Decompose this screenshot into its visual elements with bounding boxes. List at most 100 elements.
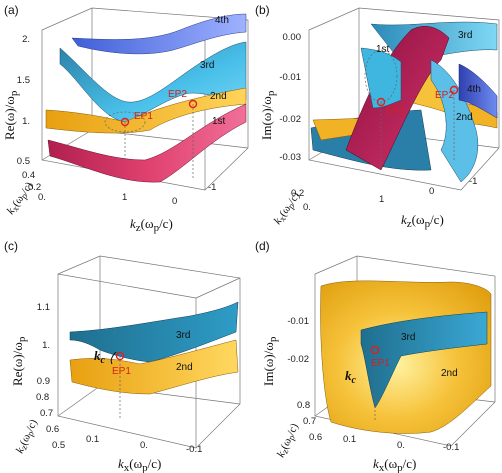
ep1-marker — [120, 117, 130, 127]
ep1-marker — [370, 345, 380, 355]
kz-axis-label-sub2: p — [286, 433, 297, 442]
kx-axis-label: kx(ωp/c) — [5, 180, 37, 218]
xtick: 1 — [122, 192, 127, 203]
ytick: 0.00 — [283, 32, 302, 43]
ep1-marker — [376, 97, 386, 107]
band-3rd-surface — [59, 41, 247, 123]
x-axis-label-tail2: /c) — [159, 216, 173, 231]
band-1st-surface — [47, 103, 247, 183]
y-axis-label: Re(ω)/ωp — [2, 90, 20, 140]
band-label-2nd: 2nd — [441, 368, 458, 379]
panel-b-imaginary-part: EP1 EP2 1st 3rd 4th 2nd (b) 0.00 -0.01 -… — [251, 0, 502, 236]
ytick: 1.5 — [17, 75, 30, 86]
ep1-label: EP1 — [371, 358, 390, 369]
xtick: 1 — [379, 194, 384, 205]
kx-axis-label-sub: x — [10, 203, 21, 213]
panel-label: (c) — [4, 239, 18, 253]
x-axis-label-tail: (ω — [412, 212, 425, 227]
y-axis-label-main: Re(ω)/ω — [10, 342, 25, 386]
band-3rd-surface — [69, 301, 239, 363]
band-label-4th: 4th — [215, 15, 229, 26]
band-label-1st: 1st — [212, 116, 226, 127]
band-3rd-surface-right — [430, 59, 479, 183]
ep1-marker — [115, 351, 125, 361]
panel-d-imaginary-part-zoom: EP1 kc 3rd 2nd (d) -0.01 -0.02 Im(ω)/ωp … — [251, 236, 502, 473]
ytick: 0.9 — [37, 376, 50, 387]
panel-label: (b) — [255, 3, 270, 17]
y-axis-label-main: Re(ω)/ω — [2, 96, 17, 140]
x-axis-label: kz(ωp/c) — [401, 212, 444, 230]
kx-axis-label-sub2: p — [397, 462, 403, 473]
band-label-1st: 1st — [376, 44, 390, 55]
kc-bracket — [110, 351, 117, 365]
kx-tick: -0.1 — [186, 444, 202, 455]
ytick: 2. — [22, 34, 30, 45]
x-axis-label-tail: (ω — [141, 216, 154, 231]
kx-tick: 0.2 — [28, 182, 41, 193]
kx-axis-label-tail: (ω — [129, 456, 142, 471]
band-label-3rd: 3rd — [401, 332, 415, 343]
kx-axis-label-tail2: /c) — [403, 456, 417, 471]
box-edge — [57, 385, 101, 417]
ytick: 1. — [22, 116, 30, 127]
ep2-label: EP2 — [168, 89, 187, 100]
x-axis-label-sub: z — [136, 222, 141, 234]
kx-axis-label-sub: x — [379, 462, 385, 473]
kx-axis-label: kx(ωp/c) — [272, 190, 304, 228]
ytick: 1.1 — [37, 302, 50, 313]
band-label-2nd: 2nd — [456, 112, 473, 123]
kz-tick: 0.5 — [52, 440, 65, 451]
kx-axis-label: kx(ωp/c) — [373, 456, 416, 473]
ep2-marker — [188, 99, 198, 109]
y-axis-label-sub: p — [16, 336, 28, 342]
panel-b-figure: EP1 EP2 1st 3rd 4th 2nd (b) 0.00 -0.01 -… — [255, 3, 500, 230]
x-axis-label-tail2: /c) — [430, 212, 444, 227]
kx-tick: 0.1 — [86, 434, 99, 445]
kx-axis-label-main: k — [118, 456, 124, 471]
x-axis-label-sub: z — [407, 218, 412, 230]
kz-axis-label-main: k — [275, 449, 288, 460]
kc-label: kc — [94, 348, 106, 366]
xtick: 0 — [429, 186, 434, 197]
panel-label: (d) — [255, 239, 270, 253]
kx-tick: -0.1 — [443, 442, 459, 453]
kz-axis-label-sub: z — [280, 447, 291, 455]
kx-axis-label-sub: x — [124, 462, 130, 473]
panel-c-real-part-zoom: EP1 kc 3rd 2nd (c) 1.1 1. 0.9 Re(ω)/ωp 0… — [0, 236, 251, 473]
band-4th-surface — [458, 63, 498, 119]
kx-axis-label-sub2: p — [19, 191, 30, 201]
kz-tick: 0.6 — [309, 432, 322, 443]
band-label-3rd: 3rd — [176, 330, 190, 341]
kz-tick: 0.7 — [40, 408, 53, 419]
kx-tick: 0.2 — [291, 188, 304, 199]
kc-label-main: k — [345, 368, 352, 383]
y-axis-label: Im(ω)/ωp — [259, 90, 277, 140]
y-axis-label-sub: p — [8, 90, 20, 96]
ytick: -0.01 — [287, 316, 309, 327]
xtick: -1 — [208, 182, 216, 193]
ep2-marker — [449, 85, 459, 95]
y-axis-label-main: Im(ω)/ω — [261, 342, 276, 386]
band-label-3rd: 3rd — [458, 30, 472, 41]
ep1-label: EP1 — [134, 111, 153, 122]
xtick: -1 — [469, 176, 477, 187]
kx-tick: 0. — [303, 202, 311, 213]
kz-tick: 0.7 — [303, 416, 316, 427]
panel-a-real-part: EP1 EP2 4th 3rd 2nd 1st (a) 2. 1.5 1. 0.… — [0, 0, 251, 236]
band-3rd-surface — [360, 311, 488, 409]
ytick: 1. — [42, 340, 50, 351]
box-edge — [195, 277, 241, 299]
band-4th-surface — [71, 13, 247, 55]
band-2nd-surface — [320, 280, 492, 434]
kx-axis-label-sub2: p — [286, 201, 297, 211]
kz-axis-label-tail: (ω — [279, 436, 294, 451]
kz-axis-label-tail2: /c) — [24, 417, 40, 433]
xtick: 0 — [172, 196, 177, 207]
kc-label-sub: c — [101, 355, 106, 366]
ytick: -0.02 — [279, 114, 301, 125]
panel-d-figure: EP1 kc 3rd 2nd (d) -0.01 -0.02 Im(ω)/ωp … — [255, 239, 496, 473]
kx-tick: 0. — [38, 192, 46, 203]
kz-axis-label-sub2: p — [25, 429, 36, 438]
kz-axis-label-sub: z — [19, 443, 30, 451]
band-label-2nd: 2nd — [176, 362, 193, 373]
